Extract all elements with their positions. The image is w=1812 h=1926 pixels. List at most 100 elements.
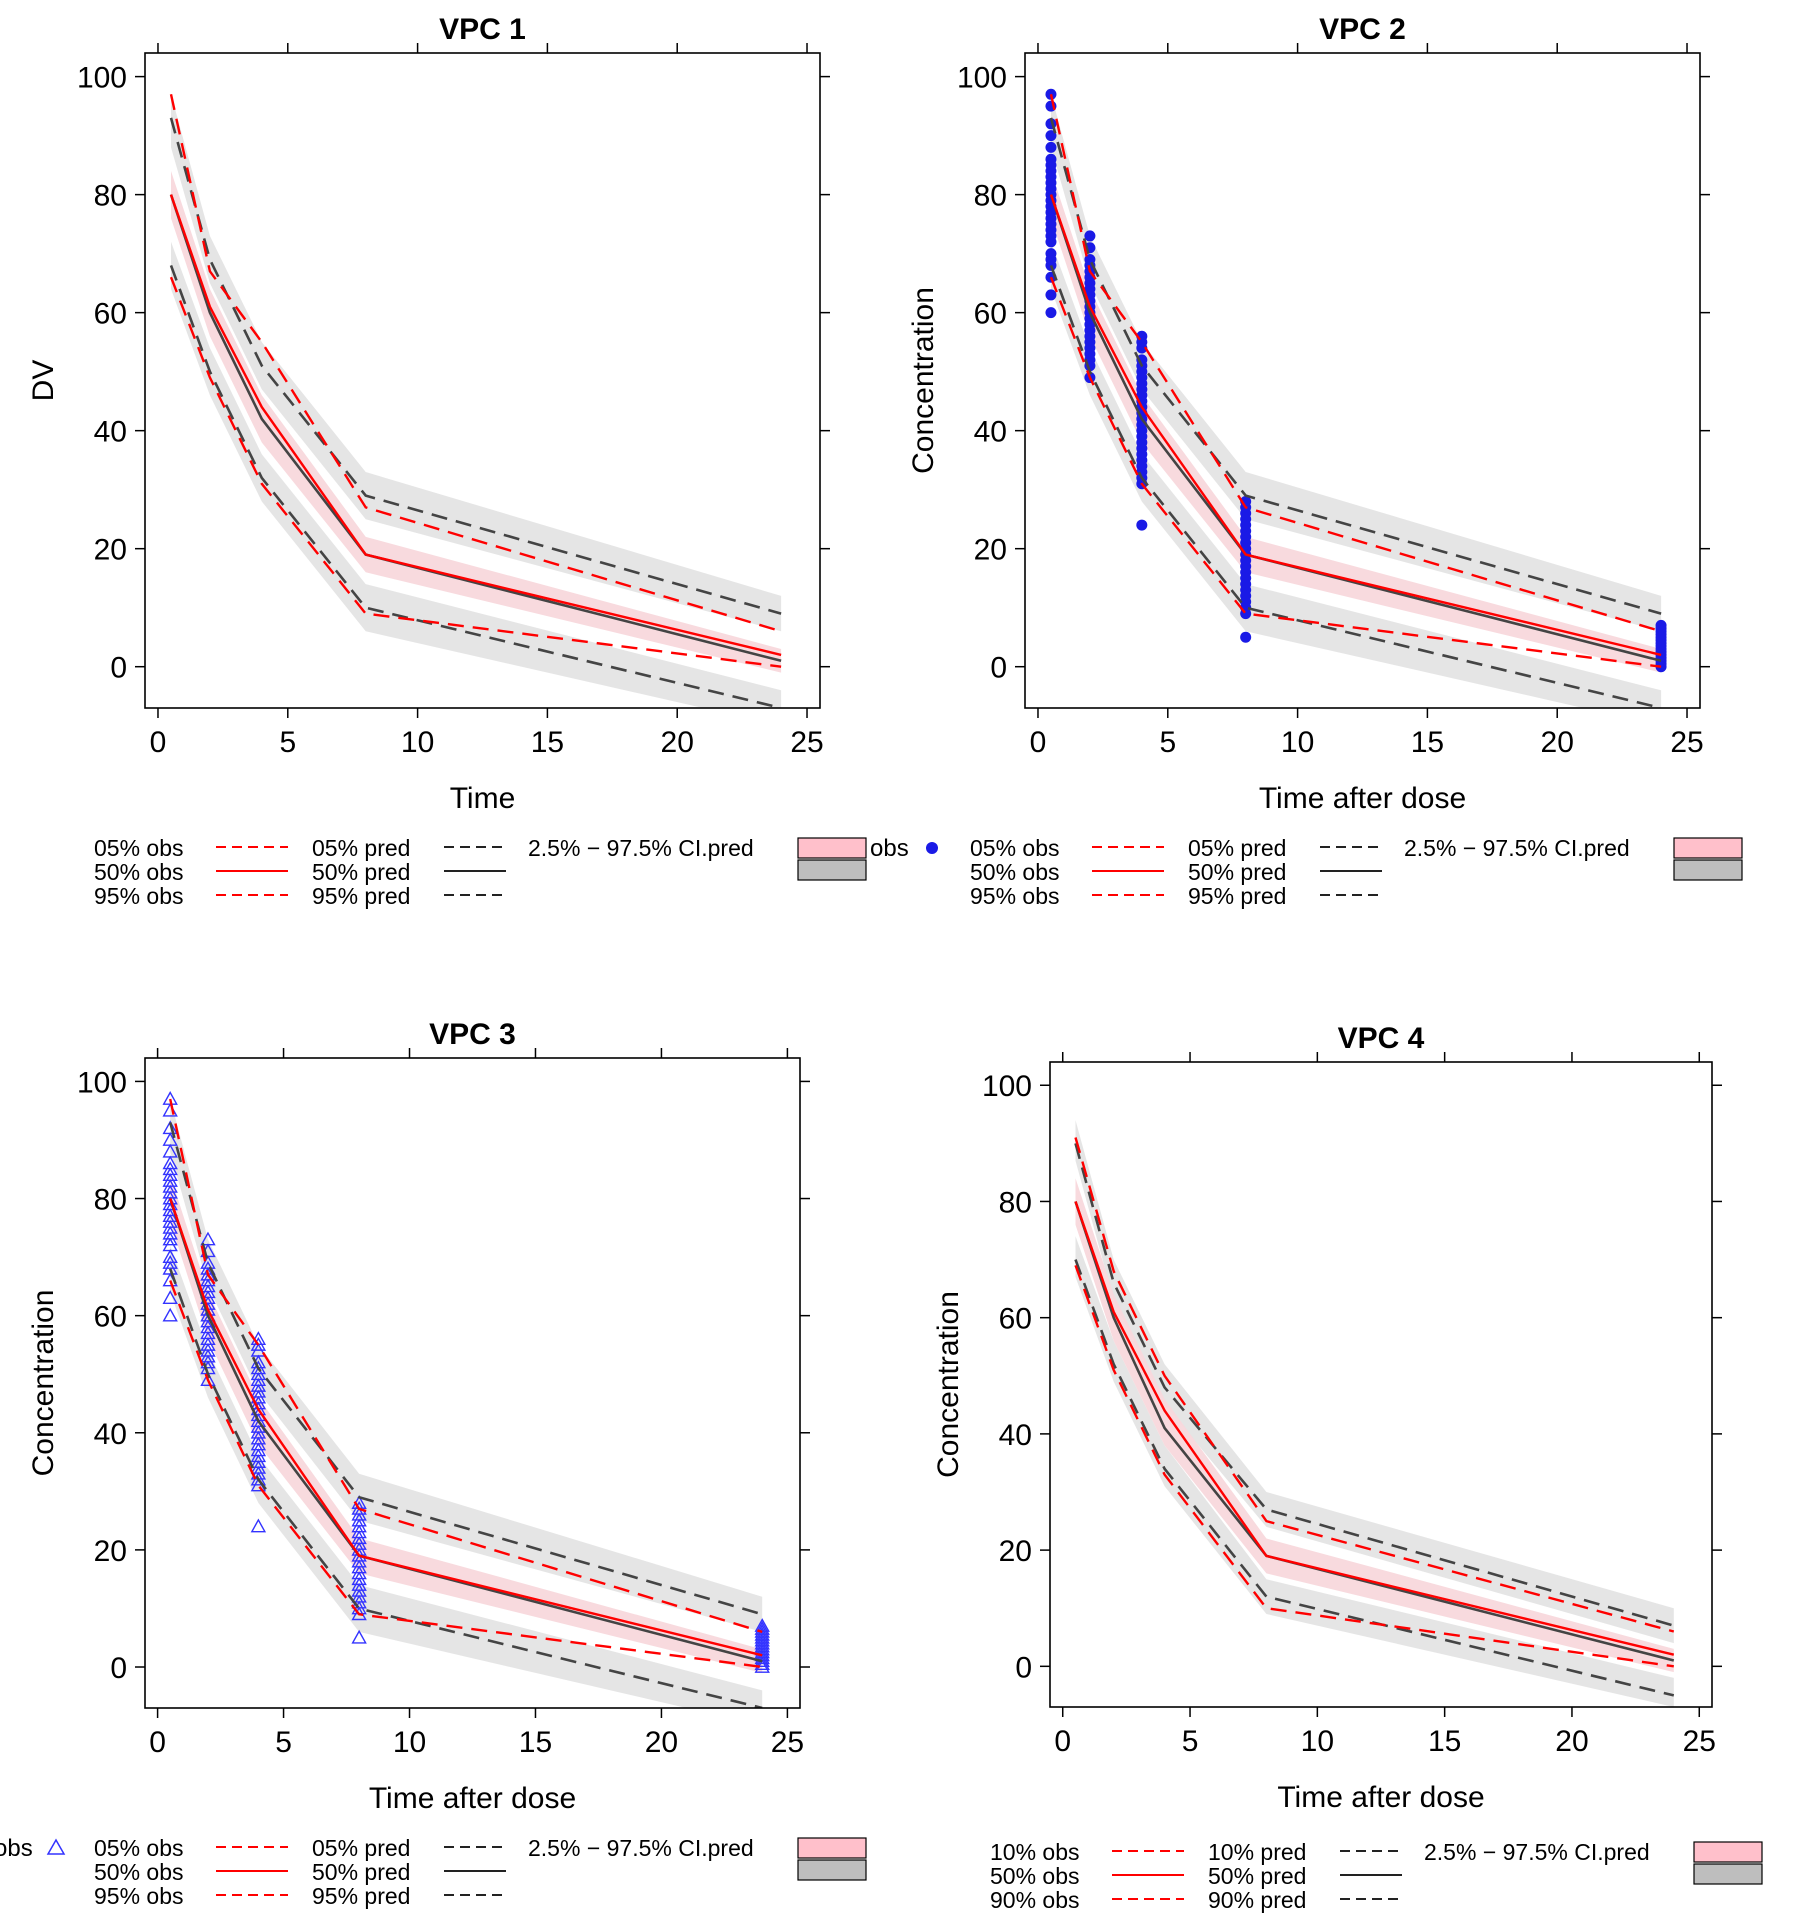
ci-band-mid: [1051, 171, 1662, 673]
ci-band-lo: [170, 1245, 763, 1708]
line-pred-05-pred: [169, 264, 782, 708]
line-obs-50-obs: [1074, 1201, 1675, 1656]
legend-ci-label: 2.5% − 97.5% CI.pred: [1424, 1839, 1650, 1865]
plot-area: [169, 94, 782, 708]
x-tick-label: 25: [790, 726, 823, 759]
x-tick-label: 10: [1281, 726, 1314, 759]
legend-pred-entry: 50% pred: [1208, 1863, 1306, 1889]
y-axis-label: Concentration: [932, 1291, 965, 1478]
line-pred-90-pred: [1074, 1143, 1675, 1627]
plot-frame: [144, 1057, 801, 1709]
legend-ci-pink-swatch: [797, 1837, 867, 1859]
legend-pred-entry: 95% pred: [1188, 883, 1286, 909]
chart-title: VPC 3: [429, 1018, 516, 1051]
y-tick-label: 100: [957, 62, 1007, 95]
plot-frame: [144, 52, 821, 709]
legend-pred-entry: 95% pred: [312, 883, 410, 909]
line-pred-95-pred: [168, 1122, 763, 1616]
legend-obs-entry: 50% obs: [990, 1863, 1080, 1889]
legend-obs-entry: 05% obs: [94, 835, 184, 861]
y-tick-label: 80: [999, 1186, 1032, 1219]
vpc-panel-1: 0 5 10 15 20 25 0 20 40 60 80 100 VPC 1 Time DV 05% obs…: [27, 13, 867, 909]
legend-obs-dot-icon: [926, 842, 938, 854]
y-tick-label: 20: [974, 534, 1007, 567]
x-tick-label: 15: [519, 1726, 552, 1759]
x-tick-label: 15: [1411, 726, 1444, 759]
x-tick-label: 0: [150, 726, 167, 759]
legend-ci-grey-swatch: [1693, 1863, 1763, 1885]
y-tick-label: 100: [77, 1066, 127, 1099]
y-tick-label: 0: [110, 652, 127, 685]
x-axis-label: Time: [450, 782, 516, 815]
plot-area: [1045, 88, 1667, 708]
line-obs-10-obs: [1074, 1264, 1674, 1668]
x-tick-label: 15: [1428, 1725, 1461, 1758]
observation-point: [1045, 130, 1057, 142]
x-tick-label: 0: [149, 1726, 166, 1759]
line-obs-05-obs: [169, 276, 782, 668]
observation-point: [754, 1650, 770, 1665]
y-tick-label: 60: [974, 298, 1007, 331]
y-axis-label: Concentration: [27, 1290, 60, 1477]
observation-point: [1045, 141, 1057, 153]
legend-obs-entry: 50% obs: [94, 859, 184, 885]
legend-obs-entry: 05% obs: [94, 1835, 184, 1861]
y-tick-label: 20: [94, 534, 127, 567]
observation-point: [1136, 342, 1148, 354]
line-pred-05-pred: [168, 1268, 763, 1708]
x-tick-label: 10: [393, 1726, 426, 1759]
plot-frame: [1049, 1061, 1713, 1708]
line-pred-95-pred: [1049, 117, 1662, 615]
vpc-panel-4: 0 5 10 15 20 25 0 20 40 60 80 100 VPC 4 Time after do…: [932, 1022, 1763, 1913]
line-pred-10-pred: [1074, 1259, 1675, 1697]
line-obs-50-obs: [169, 194, 782, 657]
observation-point: [1045, 88, 1057, 100]
observation-point: [162, 1102, 178, 1117]
legend-obs-triangle-icon: [46, 1838, 66, 1855]
line-pred-50-pred: [168, 1198, 763, 1663]
legend-pred-entry: 95% pred: [312, 1883, 410, 1909]
legend-ci-pink-swatch: [1693, 1841, 1763, 1863]
legend-ci-grey-swatch: [797, 1859, 867, 1881]
y-tick-label: 40: [999, 1419, 1032, 1452]
line-obs-50-obs: [169, 1198, 763, 1657]
vpc-panel-3: 0 5 10 15 20 25 0 20 40 60 80 100 VPC 3 Time after do…: [0, 1018, 867, 1909]
observation-point: [162, 1231, 178, 1246]
y-tick-label: 60: [94, 1301, 127, 1334]
legend-obs-label: obs: [0, 1835, 33, 1862]
vpc-panel-2: 0 5 10 15 20 25 0 20 40 60 80 100 VPC 2 Time after do…: [870, 13, 1743, 909]
legend-obs-entry: 90% obs: [990, 1887, 1080, 1913]
legend-ci-pink-swatch: [797, 837, 867, 859]
x-tick-label: 5: [1182, 1725, 1199, 1758]
ci-band-mid: [171, 171, 782, 673]
y-tick-label: 60: [94, 298, 127, 331]
legend-obs-entry: 95% obs: [970, 883, 1060, 909]
chart-title: VPC 1: [439, 13, 526, 46]
chart-title: VPC 2: [1319, 13, 1406, 46]
y-tick-label: 0: [990, 652, 1007, 685]
x-tick-label: 25: [1683, 1725, 1716, 1758]
y-axis-label: Concentration: [907, 287, 940, 474]
line-pred-50-pred: [169, 194, 782, 663]
x-tick-label: 0: [1054, 1725, 1071, 1758]
x-axis-label: Time after dose: [369, 1782, 576, 1815]
line-obs-95-obs: [1049, 94, 1662, 633]
x-tick-label: 25: [1670, 726, 1703, 759]
legend-pred-entry: 90% pred: [1208, 1887, 1306, 1913]
line-pred-50-pred: [1074, 1201, 1675, 1662]
ci-band-hi: [1051, 94, 1662, 632]
ci-band-lo: [171, 241, 782, 708]
x-tick-label: 20: [1541, 726, 1574, 759]
x-tick-label: 20: [645, 1726, 678, 1759]
line-pred-50-pred: [1049, 194, 1662, 663]
y-tick-label: 0: [110, 1652, 127, 1685]
observation-point: [250, 1336, 267, 1351]
observation-point: [250, 1518, 267, 1533]
plot-area: [162, 1091, 770, 1708]
legend-ci-pink-swatch: [1673, 837, 1743, 859]
x-tick-label: 10: [401, 726, 434, 759]
legend-pred-entry: 05% pred: [1188, 835, 1286, 861]
ci-band-lo: [1051, 241, 1662, 708]
x-tick-label: 5: [1159, 726, 1176, 759]
